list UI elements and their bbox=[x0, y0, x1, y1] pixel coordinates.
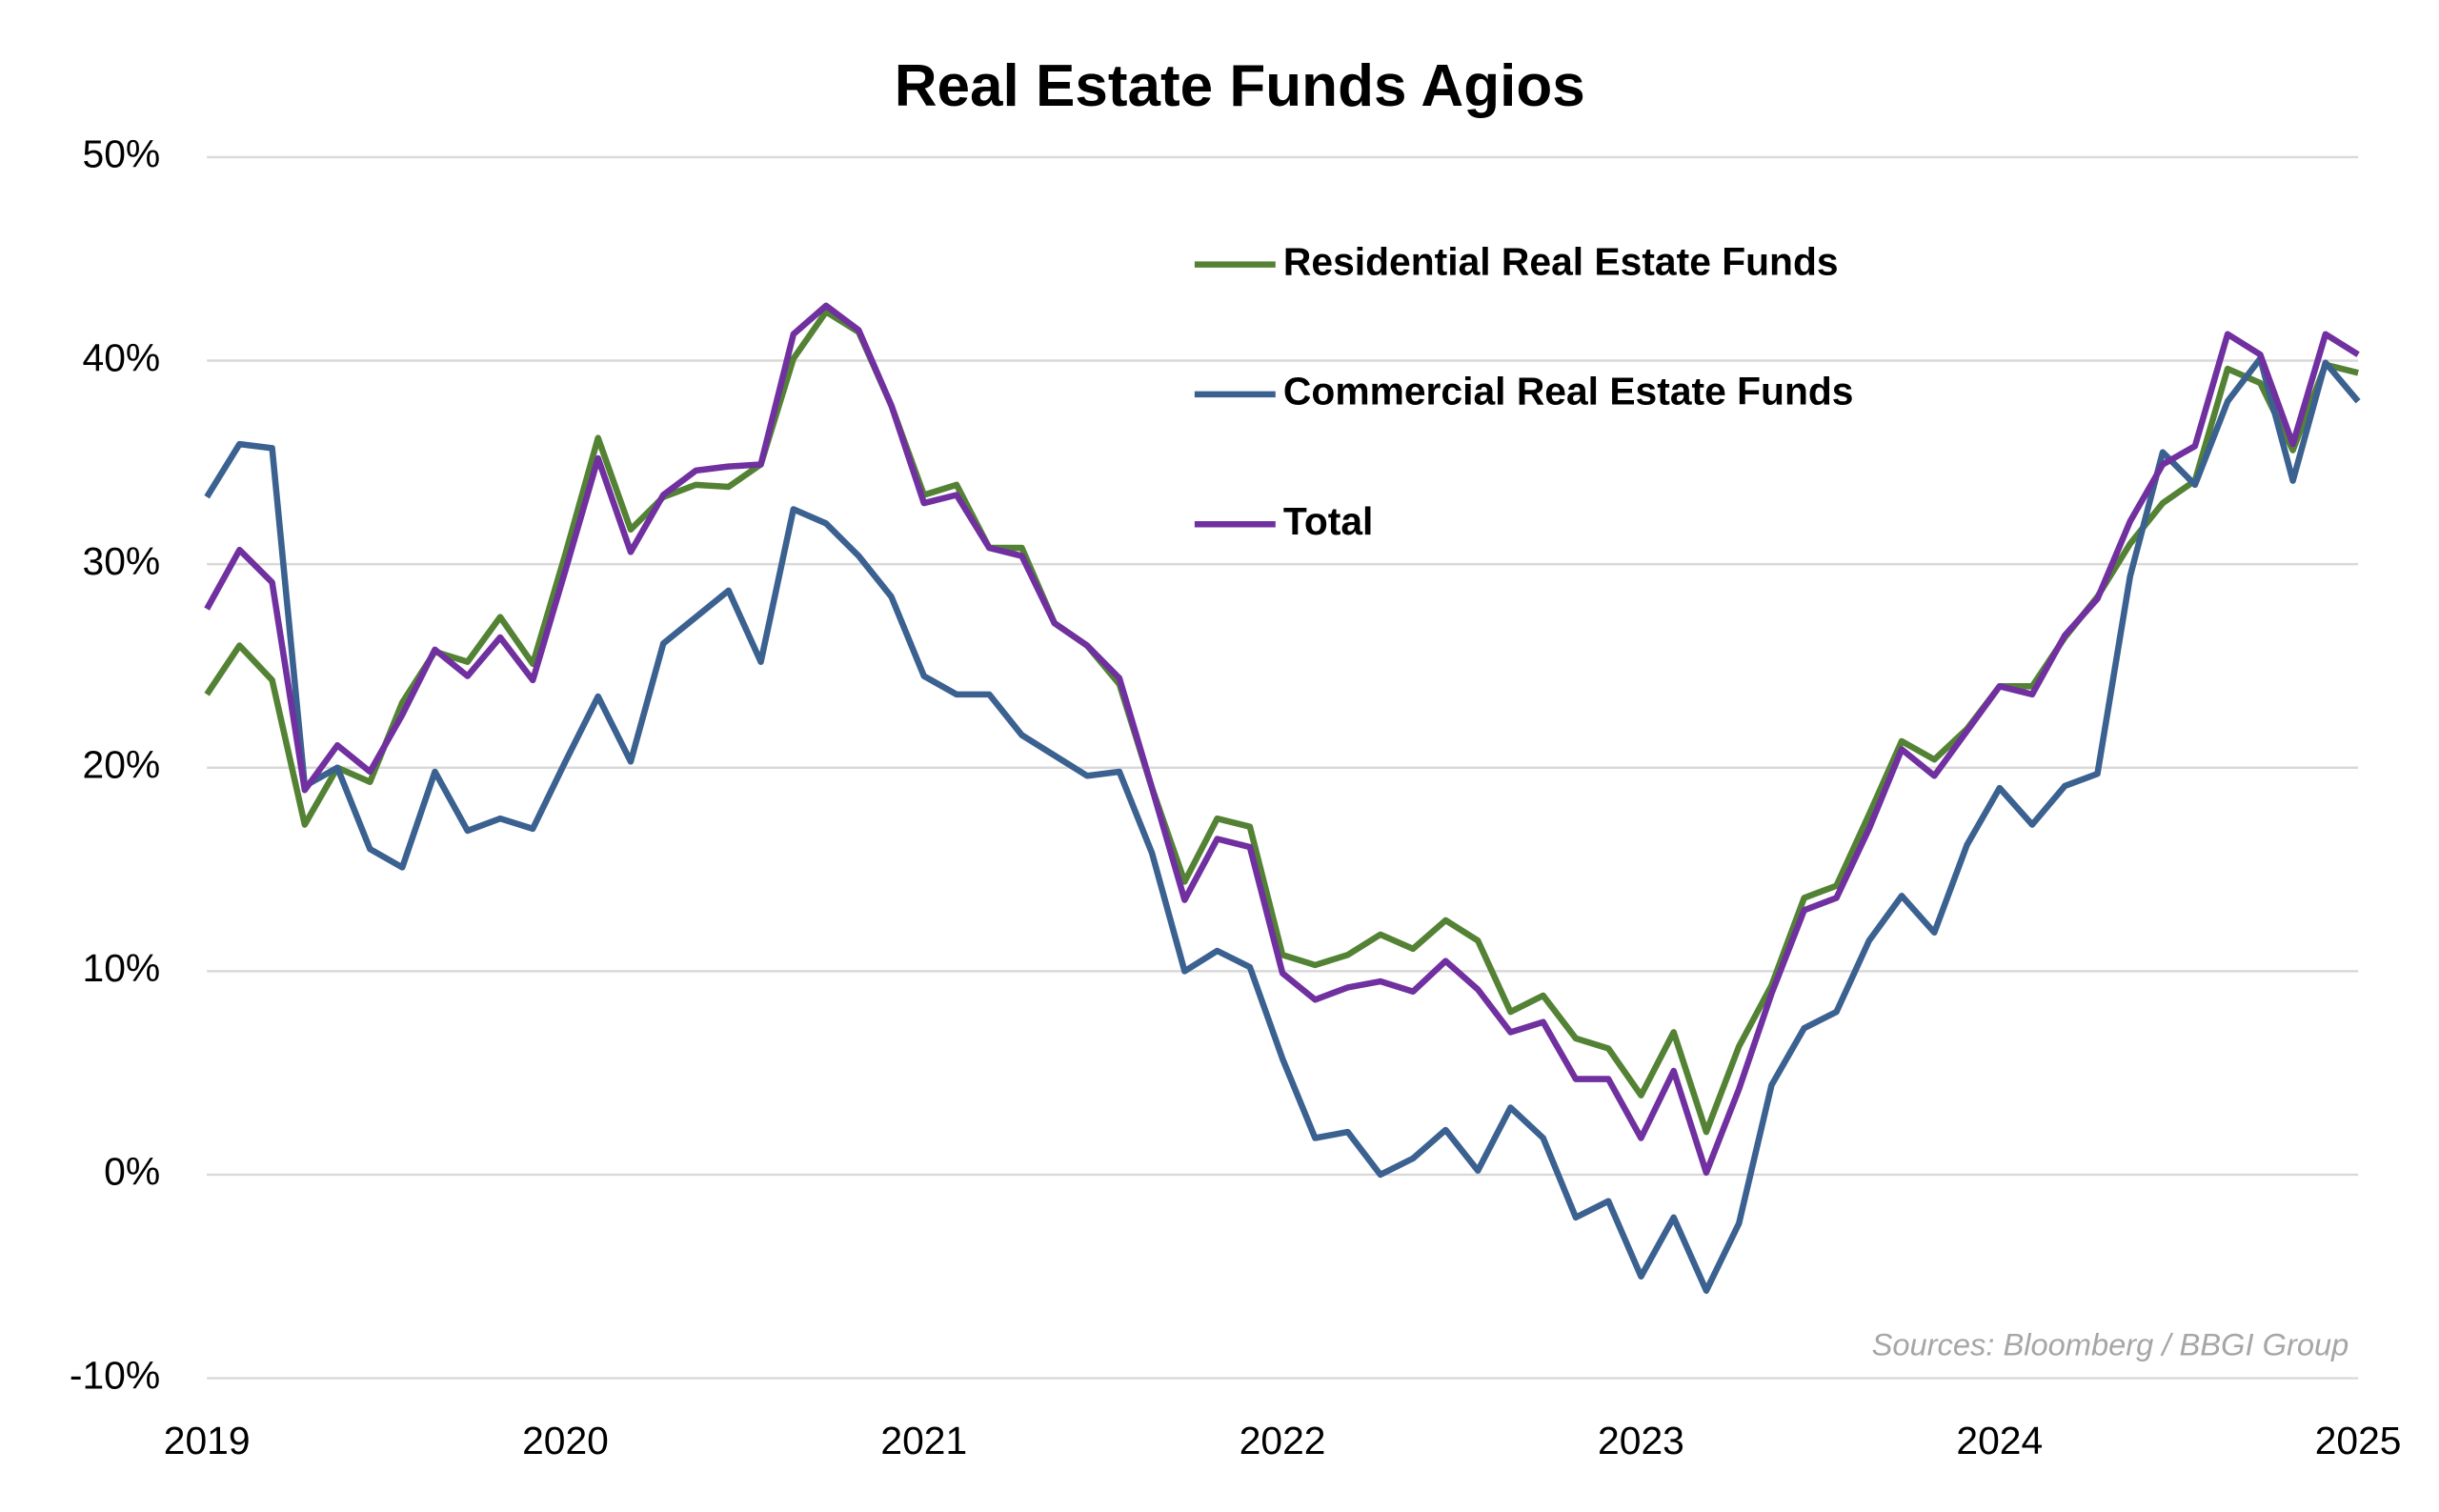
y-tick-label: 0% bbox=[104, 1150, 160, 1194]
series-line bbox=[204, 302, 2360, 1177]
x-tick-label: 2022 bbox=[1240, 1419, 1326, 1462]
series-line bbox=[204, 355, 2361, 1294]
legend-label: Residential Real Estate Funds bbox=[1283, 239, 1839, 283]
x-tick-label: 2025 bbox=[2315, 1419, 2402, 1462]
x-tick-label: 2023 bbox=[1598, 1419, 1684, 1462]
y-tick-label: 10% bbox=[83, 946, 161, 990]
y-tick-label: 40% bbox=[83, 335, 161, 379]
x-tick-label: 2019 bbox=[164, 1419, 251, 1462]
y-tick-label: 20% bbox=[83, 743, 161, 787]
legend-label: Total bbox=[1283, 499, 1373, 543]
source-note: Sources: Bloomberg / BBGI Group bbox=[1872, 1327, 2349, 1362]
chart-title: Real Estate Funds Agios bbox=[895, 53, 1585, 119]
y-tick-label: 50% bbox=[83, 132, 161, 176]
legend-label: Commercial Real Estate Funds bbox=[1283, 370, 1854, 413]
x-tick-label: 2021 bbox=[880, 1419, 967, 1462]
x-tick-label: 2024 bbox=[1956, 1419, 2043, 1462]
y-tick-label: 30% bbox=[83, 539, 161, 583]
y-tick-label: -10% bbox=[70, 1353, 160, 1397]
x-tick-label: 2020 bbox=[522, 1419, 609, 1462]
